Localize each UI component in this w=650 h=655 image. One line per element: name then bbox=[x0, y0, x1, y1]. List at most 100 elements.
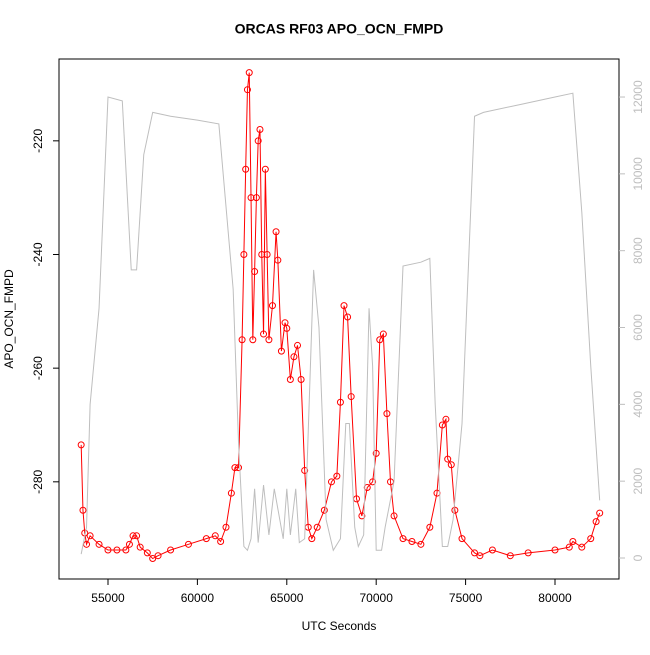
point bbox=[313, 523, 321, 531]
point bbox=[347, 393, 355, 401]
point bbox=[104, 546, 112, 554]
point bbox=[231, 464, 239, 472]
point bbox=[438, 421, 446, 429]
point bbox=[268, 302, 276, 310]
y2-tick-label: 12000 bbox=[631, 80, 645, 114]
altitude-line bbox=[80, 92, 601, 555]
point bbox=[565, 543, 573, 551]
point bbox=[488, 546, 496, 554]
point bbox=[476, 552, 484, 560]
point bbox=[340, 302, 348, 310]
point bbox=[227, 489, 235, 497]
point bbox=[122, 546, 130, 554]
point bbox=[283, 324, 291, 332]
point bbox=[238, 336, 246, 344]
point bbox=[417, 540, 425, 548]
point bbox=[222, 523, 230, 531]
y2-tick-label: 2000 bbox=[631, 467, 645, 494]
point bbox=[444, 455, 452, 463]
point bbox=[245, 69, 253, 77]
y2-tick-label: 0 bbox=[631, 554, 645, 561]
point bbox=[587, 535, 595, 543]
point bbox=[125, 540, 133, 548]
point bbox=[272, 228, 280, 236]
x-tick-label: 70000 bbox=[360, 591, 394, 605]
y-tick-label: -240 bbox=[31, 242, 45, 266]
point bbox=[399, 535, 407, 543]
point bbox=[286, 376, 294, 384]
y2-tick-label: 10000 bbox=[631, 157, 645, 191]
point bbox=[294, 341, 302, 349]
point bbox=[86, 532, 94, 540]
point bbox=[136, 543, 144, 551]
point bbox=[363, 484, 371, 492]
point bbox=[113, 546, 121, 554]
point bbox=[336, 398, 344, 406]
point bbox=[265, 336, 273, 344]
point bbox=[442, 415, 450, 423]
point bbox=[256, 125, 264, 133]
point bbox=[376, 336, 384, 344]
point bbox=[301, 466, 309, 474]
point bbox=[211, 532, 219, 540]
point bbox=[149, 555, 157, 563]
point bbox=[408, 537, 416, 545]
point bbox=[263, 250, 271, 258]
point bbox=[274, 256, 282, 264]
point bbox=[167, 546, 175, 554]
point bbox=[242, 165, 250, 173]
point bbox=[217, 537, 225, 545]
point bbox=[426, 523, 434, 531]
point bbox=[235, 464, 243, 472]
point bbox=[592, 518, 600, 526]
x-tick-label: 80000 bbox=[538, 591, 572, 605]
series-line bbox=[80, 72, 601, 560]
point bbox=[260, 330, 268, 338]
x-tick-label: 75000 bbox=[449, 591, 483, 605]
point bbox=[133, 532, 141, 540]
point bbox=[77, 441, 85, 449]
point bbox=[471, 549, 479, 557]
x-tick-label: 60000 bbox=[181, 591, 215, 605]
point bbox=[243, 86, 251, 94]
point bbox=[506, 552, 514, 560]
point bbox=[344, 313, 352, 321]
point bbox=[578, 543, 586, 551]
point bbox=[596, 509, 604, 517]
point bbox=[202, 535, 210, 543]
point bbox=[320, 506, 328, 514]
point bbox=[458, 535, 466, 543]
point bbox=[369, 478, 377, 486]
x-tick-label: 55000 bbox=[91, 591, 125, 605]
y-axis-title: APO_OCN_FMPD bbox=[2, 269, 16, 369]
y-tick-label: -220 bbox=[31, 129, 45, 153]
point bbox=[251, 268, 259, 276]
y-tick-label: -280 bbox=[31, 469, 45, 493]
point bbox=[290, 353, 298, 361]
point bbox=[277, 347, 285, 355]
y2-tick-label: 6000 bbox=[631, 314, 645, 341]
point bbox=[379, 330, 387, 338]
point bbox=[240, 250, 248, 258]
point bbox=[79, 506, 87, 514]
point bbox=[327, 478, 335, 486]
point bbox=[261, 165, 269, 173]
y2-tick-label: 4000 bbox=[631, 391, 645, 418]
point bbox=[358, 512, 366, 520]
x-axis-title: UTC Seconds bbox=[302, 619, 377, 633]
point bbox=[154, 552, 162, 560]
point bbox=[249, 336, 257, 344]
plot-frame bbox=[58, 58, 620, 580]
point bbox=[569, 537, 577, 545]
y-tick-label: -260 bbox=[31, 356, 45, 380]
point bbox=[247, 194, 255, 202]
point bbox=[372, 449, 380, 457]
point bbox=[551, 546, 559, 554]
point bbox=[447, 461, 455, 469]
point bbox=[333, 472, 341, 480]
point bbox=[308, 535, 316, 543]
point bbox=[258, 250, 266, 258]
point bbox=[451, 506, 459, 514]
point bbox=[143, 549, 151, 557]
